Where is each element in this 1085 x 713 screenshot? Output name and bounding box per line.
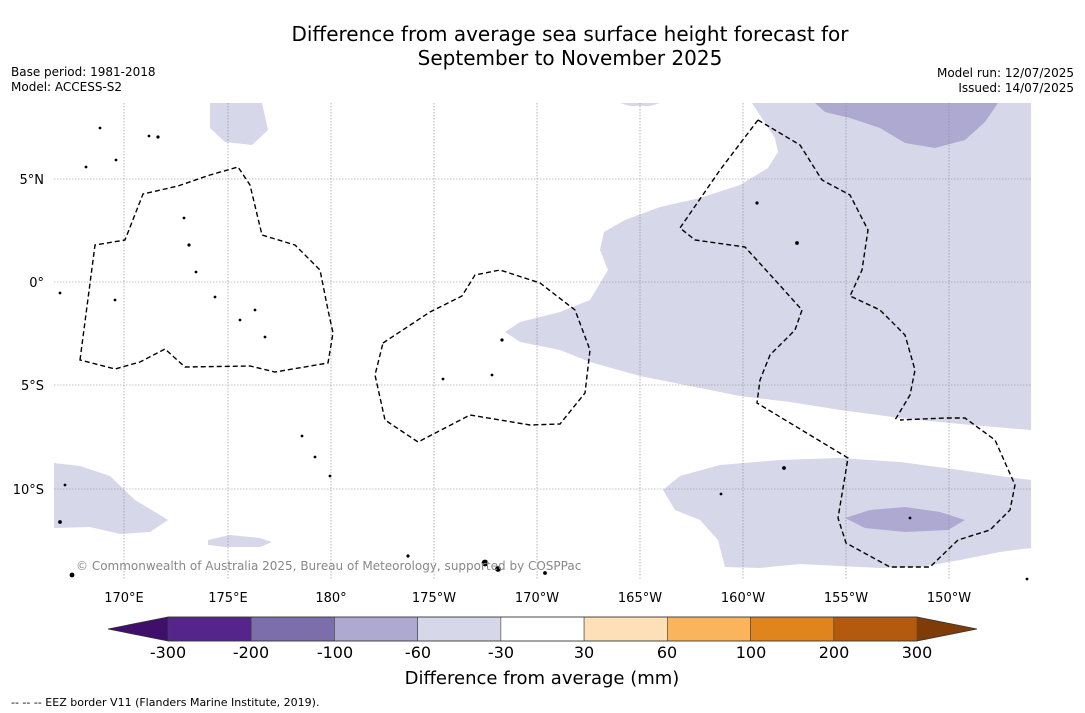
lon-label-170e: 170°E	[104, 591, 144, 606]
colorbar-tick: -30	[488, 643, 514, 662]
colorbar-tick: -60	[405, 643, 431, 662]
eez-line-islands	[757, 119, 916, 421]
colorbar-tick: 30	[574, 643, 594, 662]
anomaly-region-west	[54, 463, 168, 534]
anomaly-region-south	[208, 535, 272, 547]
map-panel: © Commonwealth of Australia 2025, Bureau…	[54, 103, 1031, 581]
colorbar-tick: 200	[819, 643, 850, 662]
colorbar: -300 -200 -100 -60 -30 30 60 100 200 300…	[107, 616, 978, 689]
anomaly-light-regions	[54, 103, 1031, 568]
lon-label-175w: 175°W	[412, 591, 456, 606]
lon-label-175e: 175°E	[208, 591, 248, 606]
title-line-2: September to November 2025	[417, 46, 723, 70]
anomaly-dark-north	[815, 103, 998, 148]
islands	[58, 126, 1029, 581]
colorbar-segment	[833, 616, 918, 642]
colorbar-segment	[583, 616, 668, 642]
colorbar-tick: 100	[736, 643, 767, 662]
eez-footnote: -- -- -- EEZ border V11 (Flanders Marine…	[11, 696, 320, 709]
lon-label-170w: 170°W	[515, 591, 559, 606]
meta-right: Model run: 12/07/2025 Issued: 14/07/2025	[937, 66, 1074, 96]
lat-label-10s: 10°S	[13, 483, 44, 498]
colorbar-tick: -100	[317, 643, 353, 662]
colorbar-segment	[250, 616, 335, 642]
eez-borders	[79, 119, 1016, 568]
base-period: Base period: 1981-2018	[11, 65, 156, 79]
anomaly-region-northwest	[210, 103, 268, 145]
colorbar-tick: 300	[902, 643, 933, 662]
lon-label-155w: 155°W	[824, 591, 868, 606]
anomaly-region-southeast	[663, 458, 1031, 568]
eez-phoenix	[374, 269, 591, 443]
lon-label-160w: 160°W	[721, 591, 765, 606]
lon-label-150w: 150°W	[927, 591, 971, 606]
lon-label-165w: 165°W	[618, 591, 662, 606]
graticule	[54, 103, 1031, 580]
lat-label-0: 0°	[29, 276, 44, 291]
meta-left: Base period: 1981-2018 Model: ACCESS-S2	[11, 65, 156, 95]
colorbar-segments	[107, 616, 978, 642]
lon-label-180: 180°	[315, 591, 346, 606]
eez-line-islands-west	[679, 119, 1016, 568]
colorbar-extend-high	[917, 617, 977, 641]
title-line-1: Difference from average sea surface heig…	[291, 22, 849, 46]
colorbar-tick: -300	[150, 643, 186, 662]
issued-date: Issued: 14/07/2025	[958, 81, 1074, 95]
colorbar-tick: 60	[657, 643, 677, 662]
lat-label-5n: 5°N	[20, 173, 45, 188]
anomaly-region-east	[505, 103, 1031, 430]
colorbar-ticks: -300 -200 -100 -60 -30 30 60 100 200 300	[150, 643, 932, 662]
colorbar-extend-low	[108, 617, 168, 641]
map-title: Difference from average sea surface heig…	[0, 22, 1085, 70]
colorbar-segment	[167, 616, 252, 642]
lat-label-5s: 5°S	[21, 379, 44, 394]
colorbar-tick: -200	[233, 643, 269, 662]
colorbar-segment	[500, 616, 585, 642]
colorbar-label: Difference from average (mm)	[405, 668, 680, 689]
lon-labels: 170°E 175°E 180° 175°W 170°W 165°W 160°W…	[104, 591, 971, 606]
anomaly-dark-southeast	[845, 507, 965, 532]
model-name: Model: ACCESS-S2	[11, 80, 123, 94]
colorbar-segment	[334, 616, 418, 642]
copyright-notice: © Commonwealth of Australia 2025, Bureau…	[76, 559, 581, 573]
model-run: Model run: 12/07/2025	[936, 66, 1074, 80]
anomaly-dark-regions	[815, 103, 998, 532]
colorbar-segment	[750, 616, 835, 642]
colorbar-segment	[417, 616, 502, 642]
colorbar-segment	[667, 616, 751, 642]
colorbar-outline	[107, 616, 978, 642]
lat-labels: 5°N 0° 5°S 10°S	[13, 173, 44, 498]
